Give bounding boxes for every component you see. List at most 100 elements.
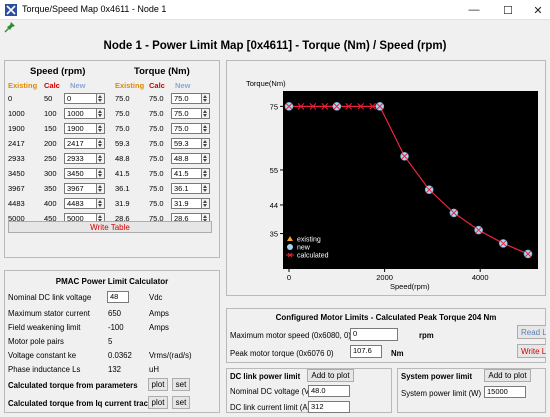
- torque-spinner[interactable]: [202, 123, 210, 134]
- speed-calc: 300: [44, 169, 57, 178]
- speed-existing: 1000: [8, 109, 25, 118]
- torque-calc: 75.0: [149, 109, 164, 118]
- set-iq-button[interactable]: set: [172, 396, 190, 409]
- torque-spinner[interactable]: [202, 168, 210, 179]
- torque-calc: 75.0: [149, 184, 164, 193]
- calc-label: Nominal DC link voltage: [8, 293, 92, 302]
- legend-existing-icon: [287, 236, 293, 241]
- system-power-input[interactable]: 15000: [484, 386, 526, 398]
- speed-calc: 400: [44, 199, 57, 208]
- speed-new-input[interactable]: 1900: [64, 123, 97, 134]
- calculated-point: [524, 250, 532, 258]
- calculated-point: [499, 240, 507, 247]
- speed-spinner[interactable]: [97, 168, 105, 179]
- dc-voltage-input[interactable]: 48.0: [308, 385, 350, 397]
- calculated-point: [376, 103, 384, 110]
- calculated-point: [450, 209, 458, 217]
- speed-spinner[interactable]: [97, 153, 105, 164]
- torque-spinner[interactable]: [202, 183, 210, 194]
- torque-spinner[interactable]: [202, 153, 210, 164]
- set-params-button[interactable]: set: [172, 378, 190, 391]
- torque-calc: 75.0: [149, 124, 164, 133]
- app-icon: [5, 4, 17, 16]
- calculated-point: [369, 103, 377, 110]
- dc-link-add-button[interactable]: Add to plot: [307, 369, 354, 382]
- torque-spinner[interactable]: [202, 138, 210, 149]
- dc-current-input[interactable]: 312: [308, 401, 350, 413]
- speed-new-input[interactable]: 1000: [64, 108, 97, 119]
- y-tick-label: 44: [270, 201, 278, 210]
- calc-value: 650: [108, 309, 122, 318]
- system-power-add-button[interactable]: Add to plot: [484, 369, 531, 382]
- x-tick-label: 2000: [376, 273, 393, 282]
- legend-new-icon: [287, 244, 293, 250]
- calculated-point: [285, 103, 293, 110]
- torque-new-input[interactable]: 48.8: [171, 153, 202, 164]
- minimize-button[interactable]: —: [468, 4, 480, 16]
- speed-spinner[interactable]: [97, 123, 105, 134]
- y-tick-label: 35: [270, 230, 278, 239]
- speed-calc: 450: [44, 214, 57, 223]
- torque-new-input[interactable]: 75.0: [171, 93, 202, 104]
- calc-value: 132: [108, 365, 122, 374]
- plot-iq-button[interactable]: plot: [148, 396, 168, 409]
- speed-new-input[interactable]: 2417: [64, 138, 97, 149]
- speed-spinner[interactable]: [97, 93, 105, 104]
- speed-new-input[interactable]: 3450: [64, 168, 97, 179]
- torque-spinner[interactable]: [202, 93, 210, 104]
- calc-label: Motor pole pairs: [8, 337, 64, 346]
- torque-new-input[interactable]: 75.0: [171, 123, 202, 134]
- torque-existing: 36.1: [115, 184, 130, 193]
- calc-iq-label: Calculated torque from Iq current trace: [8, 399, 153, 408]
- speed-spinner[interactable]: [97, 198, 105, 209]
- calculated-point: [321, 103, 329, 110]
- close-button[interactable]: ✕: [533, 4, 543, 17]
- calculated-point: [401, 152, 408, 160]
- window-titlebar: Torque/Speed Map 0x4611 - Node 1 — ☐ ✕: [0, 0, 550, 20]
- speed-existing: 5000: [8, 214, 25, 223]
- torque-calc: 75.0: [149, 169, 164, 178]
- legend-label: new: [297, 245, 311, 252]
- write-table-button[interactable]: Write Table: [8, 221, 212, 233]
- torque-col-new: New: [175, 81, 191, 90]
- calculator-title: PMAC Power Limit Calculator: [55, 277, 169, 286]
- speed-new-input[interactable]: 3967: [64, 183, 97, 194]
- calc-params-label: Calculated torque from parameters: [8, 381, 138, 390]
- speed-spinner[interactable]: [97, 138, 105, 149]
- speed-existing: 4483: [8, 199, 25, 208]
- x-tick-label: 0: [287, 273, 291, 282]
- y-axis-label: Torque(Nm): [246, 79, 286, 88]
- max-speed-input[interactable]: 0: [350, 328, 398, 341]
- speed-calc: 150: [44, 124, 57, 133]
- window-title: Torque/Speed Map 0x4611 - Node 1: [22, 4, 167, 14]
- calculated-point: [333, 103, 341, 110]
- speed-spinner[interactable]: [97, 183, 105, 194]
- speed-new-input[interactable]: 0: [64, 93, 97, 104]
- speed-new-input[interactable]: 4483: [64, 198, 97, 209]
- pin-icon[interactable]: [4, 21, 16, 33]
- speed-existing: 2933: [8, 154, 25, 163]
- max-speed-label: Maximum motor speed (0x6080, 0): [230, 331, 351, 340]
- plot-params-button[interactable]: plot: [148, 378, 168, 391]
- torque-new-input[interactable]: 36.1: [171, 183, 202, 194]
- speed-new-input[interactable]: 2933: [64, 153, 97, 164]
- speed-existing: 3967: [8, 184, 25, 193]
- torque-spinner[interactable]: [202, 108, 210, 119]
- write-limits-button[interactable]: Write Limits: [517, 344, 550, 358]
- maximize-button[interactable]: ☐: [503, 4, 513, 17]
- torque-spinner[interactable]: [202, 198, 210, 209]
- torque-new-input[interactable]: 59.3: [171, 138, 202, 149]
- legend-calculated-marker: [287, 252, 293, 258]
- calc-label: Voltage constant ke: [8, 351, 77, 360]
- speed-col-calc: Calc: [44, 81, 60, 90]
- read-limits-button[interactable]: Read Limits: [517, 325, 550, 339]
- speed-existing: 0: [8, 94, 13, 103]
- torque-new-input[interactable]: 41.5: [171, 168, 202, 179]
- torque-new-input[interactable]: 31.9: [171, 198, 202, 209]
- speed-spinner[interactable]: [97, 108, 105, 119]
- calc-unit: Vrms/(rad/s): [149, 351, 192, 360]
- calculated-point: [309, 103, 317, 110]
- peak-torque-input[interactable]: 107.6: [350, 345, 382, 358]
- dc-link-voltage-input[interactable]: 48: [107, 291, 129, 303]
- torque-new-input[interactable]: 75.0: [171, 108, 202, 119]
